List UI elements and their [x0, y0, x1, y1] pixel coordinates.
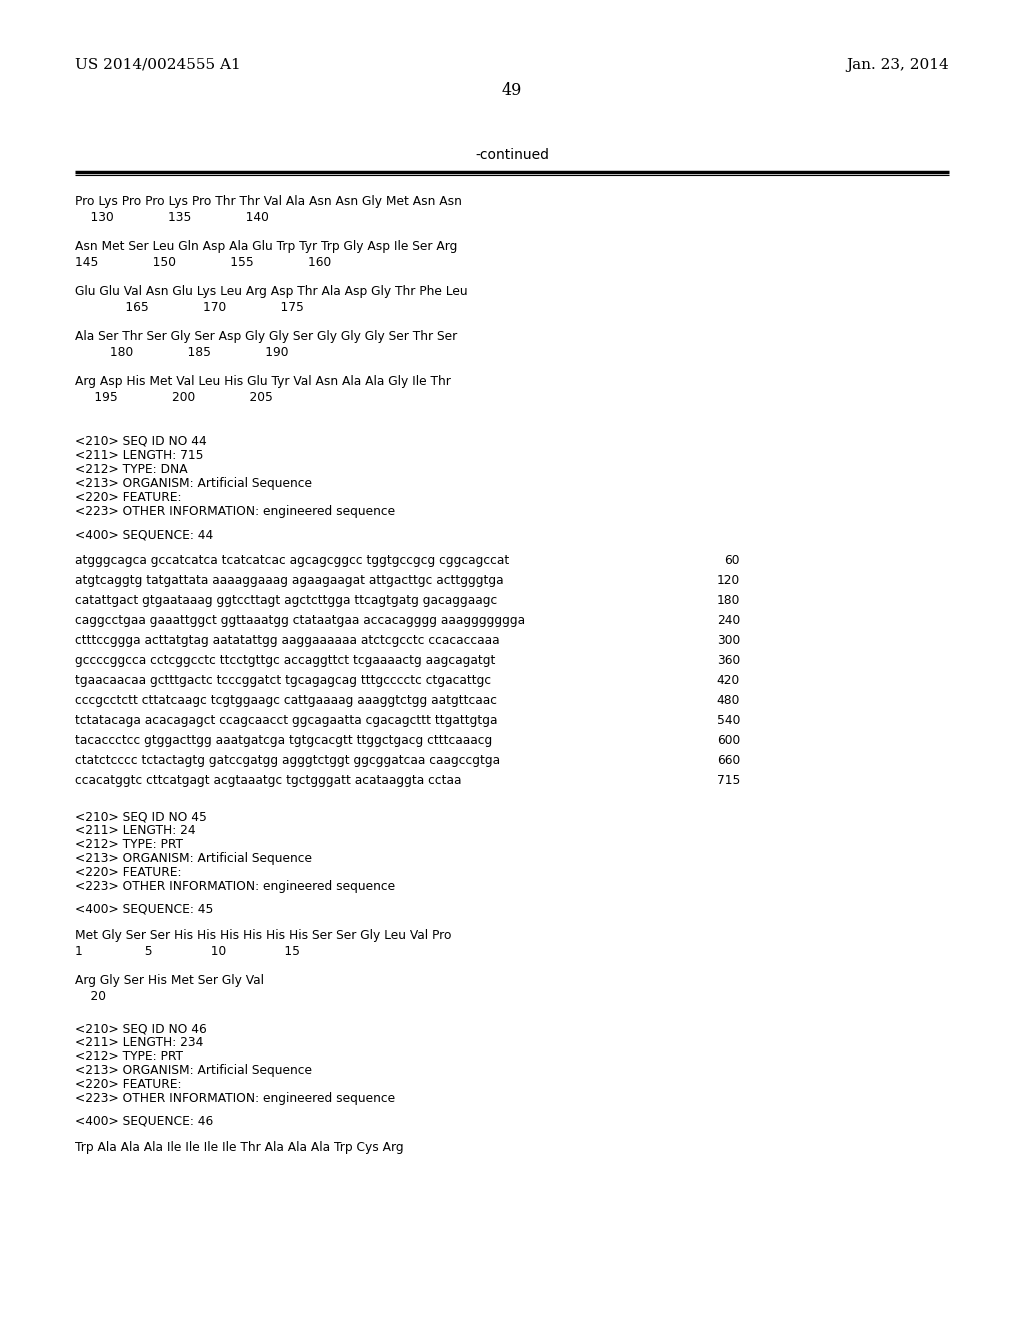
Text: <213> ORGANISM: Artificial Sequence: <213> ORGANISM: Artificial Sequence — [75, 851, 312, 865]
Text: 540: 540 — [717, 714, 740, 727]
Text: <212> TYPE: DNA: <212> TYPE: DNA — [75, 463, 187, 477]
Text: <400> SEQUENCE: 46: <400> SEQUENCE: 46 — [75, 1115, 213, 1129]
Text: 300: 300 — [717, 634, 740, 647]
Text: Asn Met Ser Leu Gln Asp Ala Glu Trp Tyr Trp Gly Asp Ile Ser Arg: Asn Met Ser Leu Gln Asp Ala Glu Trp Tyr … — [75, 240, 458, 253]
Text: <211> LENGTH: 715: <211> LENGTH: 715 — [75, 449, 204, 462]
Text: <211> LENGTH: 24: <211> LENGTH: 24 — [75, 824, 196, 837]
Text: tctatacaga acacagagct ccagcaacct ggcagaatta cgacagcttt ttgattgtga: tctatacaga acacagagct ccagcaacct ggcagaa… — [75, 714, 498, 727]
Text: 120: 120 — [717, 574, 740, 587]
Text: <213> ORGANISM: Artificial Sequence: <213> ORGANISM: Artificial Sequence — [75, 477, 312, 490]
Text: <223> OTHER INFORMATION: engineered sequence: <223> OTHER INFORMATION: engineered sequ… — [75, 1092, 395, 1105]
Text: ccacatggtc cttcatgagt acgtaaatgc tgctgggatt acataaggta cctaa: ccacatggtc cttcatgagt acgtaaatgc tgctggg… — [75, 774, 462, 787]
Text: <213> ORGANISM: Artificial Sequence: <213> ORGANISM: Artificial Sequence — [75, 1064, 312, 1077]
Text: 20: 20 — [75, 990, 106, 1003]
Text: tacaccctcc gtggacttgg aaatgatcga tgtgcacgtt ttggctgacg ctttcaaacg: tacaccctcc gtggacttgg aaatgatcga tgtgcac… — [75, 734, 493, 747]
Text: <220> FEATURE:: <220> FEATURE: — [75, 866, 181, 879]
Text: ctatctcccc tctactagtg gatccgatgg agggtctggt ggcggatcaa caagccgtga: ctatctcccc tctactagtg gatccgatgg agggtct… — [75, 754, 500, 767]
Text: Pro Lys Pro Pro Lys Pro Thr Thr Val Ala Asn Asn Gly Met Asn Asn: Pro Lys Pro Pro Lys Pro Thr Thr Val Ala … — [75, 195, 462, 209]
Text: <223> OTHER INFORMATION: engineered sequence: <223> OTHER INFORMATION: engineered sequ… — [75, 506, 395, 517]
Text: 240: 240 — [717, 614, 740, 627]
Text: 715: 715 — [717, 774, 740, 787]
Text: 480: 480 — [717, 694, 740, 708]
Text: 360: 360 — [717, 653, 740, 667]
Text: atgggcagca gccatcatca tcatcatcac agcagcggcc tggtgccgcg cggcagccat: atgggcagca gccatcatca tcatcatcac agcagcg… — [75, 554, 509, 568]
Text: Trp Ala Ala Ala Ile Ile Ile Ile Thr Ala Ala Ala Trp Cys Arg: Trp Ala Ala Ala Ile Ile Ile Ile Thr Ala … — [75, 1140, 403, 1154]
Text: 49: 49 — [502, 82, 522, 99]
Text: 145              150              155              160: 145 150 155 160 — [75, 256, 331, 269]
Text: <212> TYPE: PRT: <212> TYPE: PRT — [75, 1049, 183, 1063]
Text: <210> SEQ ID NO 46: <210> SEQ ID NO 46 — [75, 1022, 207, 1035]
Text: US 2014/0024555 A1: US 2014/0024555 A1 — [75, 58, 241, 73]
Text: caggcctgaa gaaattggct ggttaaatgg ctataatgaa accacagggg aaaggggggga: caggcctgaa gaaattggct ggttaaatgg ctataat… — [75, 614, 525, 627]
Text: gccccggcca cctcggcctc ttcctgttgc accaggttct tcgaaaactg aagcagatgt: gccccggcca cctcggcctc ttcctgttgc accaggt… — [75, 653, 496, 667]
Text: 60: 60 — [725, 554, 740, 568]
Text: Jan. 23, 2014: Jan. 23, 2014 — [846, 58, 949, 73]
Text: Met Gly Ser Ser His His His His His His Ser Ser Gly Leu Val Pro: Met Gly Ser Ser His His His His His His … — [75, 929, 452, 942]
Text: <210> SEQ ID NO 44: <210> SEQ ID NO 44 — [75, 436, 207, 447]
Text: 180: 180 — [717, 594, 740, 607]
Text: 420: 420 — [717, 675, 740, 686]
Text: 600: 600 — [717, 734, 740, 747]
Text: ctttccggga acttatgtag aatatattgg aaggaaaaaa atctcgcctc ccacaccaaa: ctttccggga acttatgtag aatatattgg aaggaaa… — [75, 634, 500, 647]
Text: 195              200              205: 195 200 205 — [75, 391, 272, 404]
Text: <210> SEQ ID NO 45: <210> SEQ ID NO 45 — [75, 810, 207, 822]
Text: Ala Ser Thr Ser Gly Ser Asp Gly Gly Ser Gly Gly Gly Ser Thr Ser: Ala Ser Thr Ser Gly Ser Asp Gly Gly Ser … — [75, 330, 458, 343]
Text: <400> SEQUENCE: 45: <400> SEQUENCE: 45 — [75, 903, 213, 916]
Text: <400> SEQUENCE: 44: <400> SEQUENCE: 44 — [75, 528, 213, 541]
Text: <212> TYPE: PRT: <212> TYPE: PRT — [75, 838, 183, 851]
Text: 180              185              190: 180 185 190 — [75, 346, 289, 359]
Text: Arg Asp His Met Val Leu His Glu Tyr Val Asn Ala Ala Gly Ile Thr: Arg Asp His Met Val Leu His Glu Tyr Val … — [75, 375, 451, 388]
Text: Glu Glu Val Asn Glu Lys Leu Arg Asp Thr Ala Asp Gly Thr Phe Leu: Glu Glu Val Asn Glu Lys Leu Arg Asp Thr … — [75, 285, 468, 298]
Text: atgtcaggtg tatgattata aaaaggaaag agaagaagat attgacttgc acttgggtga: atgtcaggtg tatgattata aaaaggaaag agaagaa… — [75, 574, 504, 587]
Text: <211> LENGTH: 234: <211> LENGTH: 234 — [75, 1036, 204, 1049]
Text: 165              170              175: 165 170 175 — [75, 301, 304, 314]
Text: <220> FEATURE:: <220> FEATURE: — [75, 1078, 181, 1092]
Text: 660: 660 — [717, 754, 740, 767]
Text: cccgcctctt cttatcaagc tcgtggaagc cattgaaaag aaaggtctgg aatgttcaac: cccgcctctt cttatcaagc tcgtggaagc cattgaa… — [75, 694, 497, 708]
Text: 1                5               10               15: 1 5 10 15 — [75, 945, 300, 958]
Text: Arg Gly Ser His Met Ser Gly Val: Arg Gly Ser His Met Ser Gly Val — [75, 974, 264, 987]
Text: 130              135              140: 130 135 140 — [75, 211, 269, 224]
Text: <220> FEATURE:: <220> FEATURE: — [75, 491, 181, 504]
Text: <223> OTHER INFORMATION: engineered sequence: <223> OTHER INFORMATION: engineered sequ… — [75, 880, 395, 894]
Text: catattgact gtgaataaag ggtccttagt agctcttgga ttcagtgatg gacaggaagc: catattgact gtgaataaag ggtccttagt agctctt… — [75, 594, 498, 607]
Text: -continued: -continued — [475, 148, 549, 162]
Text: tgaacaacaa gctttgactc tcccggatct tgcagagcag tttgcccctc ctgacattgc: tgaacaacaa gctttgactc tcccggatct tgcagag… — [75, 675, 492, 686]
